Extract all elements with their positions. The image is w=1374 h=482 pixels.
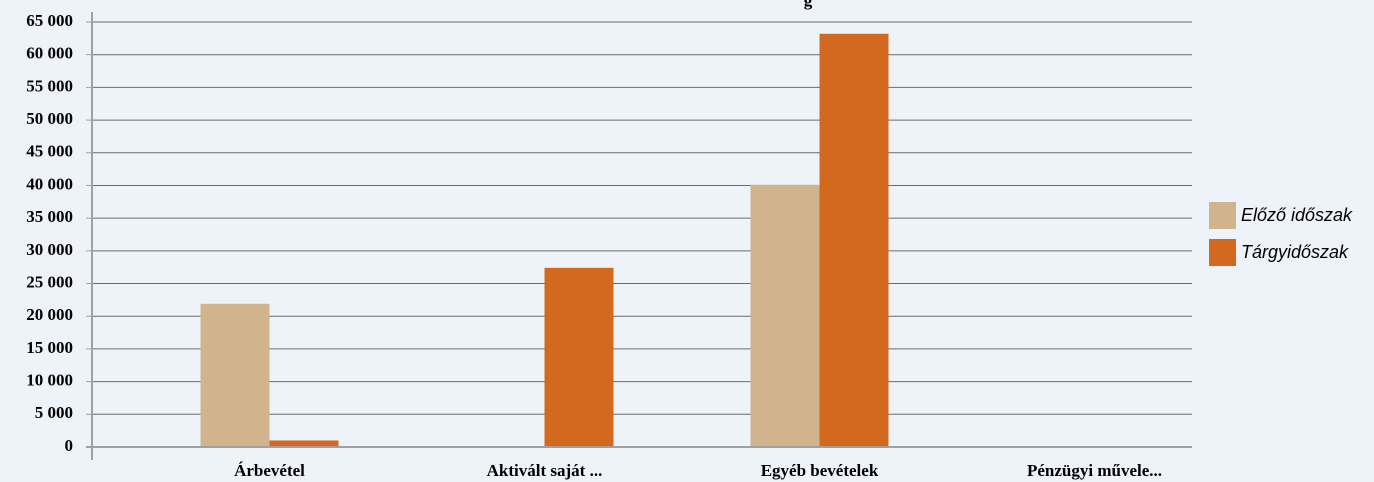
legend-swatch (1209, 202, 1236, 229)
y-tick-label: 0 (65, 436, 74, 455)
axes (86, 12, 1192, 460)
bar-current-period (544, 267, 614, 447)
y-tick-label: 15 000 (26, 338, 73, 357)
bar-current-period (269, 440, 339, 447)
legend-swatch (1209, 239, 1236, 266)
bar-previous-period (750, 184, 820, 448)
y-tick-label: 20 000 (26, 305, 73, 324)
legend: Előző időszak Tárgyidőszak (1209, 202, 1353, 266)
legend-label: Tárgyidőszak (1241, 242, 1349, 262)
y-tick-label: 50 000 (26, 109, 73, 128)
legend-label: Előző időszak (1241, 205, 1353, 225)
bar-current-period (819, 33, 889, 448)
chart-title: g (804, 0, 813, 10)
y-axis-tick-labels: 0 5 000 10 000 15 000 20 000 25 000 30 000 35 0… (26, 11, 73, 455)
x-category-label: Egyéb bevételek (761, 461, 879, 480)
x-category-label: Aktivált saját ... (487, 461, 603, 480)
y-tick-label: 40 000 (26, 174, 73, 193)
y-tick-label: 30 000 (26, 240, 73, 259)
bars (200, 33, 889, 448)
y-tick-label: 45 000 (26, 142, 73, 161)
y-tick-label: 35 000 (26, 207, 73, 226)
y-tick-label: 60 000 (26, 44, 73, 63)
y-tick-label: 5 000 (35, 403, 73, 422)
bar-previous-period (200, 303, 270, 447)
y-tick-label: 55 000 (26, 76, 73, 95)
y-tick-label: 25 000 (26, 272, 73, 291)
y-tick-label: 65 000 (26, 11, 73, 30)
gridlines (86, 21, 1192, 448)
x-axis-category-labels: Árbevétel Aktivált saját ... Egyéb bevétel… (234, 461, 1162, 480)
x-category-label: Árbevétel (234, 461, 305, 480)
x-category-label: Pénzügyi művele... (1027, 461, 1162, 480)
y-tick-label: 10 000 (26, 371, 73, 390)
